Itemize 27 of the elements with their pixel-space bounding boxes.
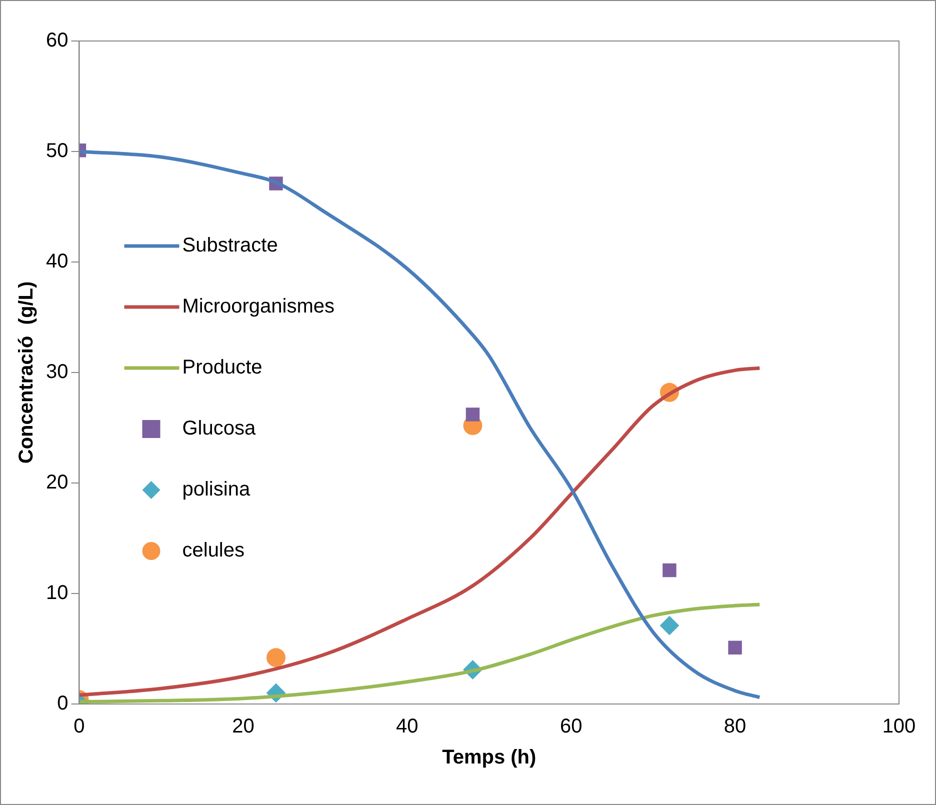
point xyxy=(466,408,480,422)
y-tick-label: 0 xyxy=(57,692,68,715)
point xyxy=(728,640,742,655)
x-axis-title: Temps (h) xyxy=(442,746,536,769)
y-tick-label: 40 xyxy=(46,250,68,273)
legend-label: polisina xyxy=(182,478,251,501)
x-tick-label: 40 xyxy=(396,716,418,738)
x-tick-label: 0 xyxy=(74,716,85,738)
point xyxy=(662,563,676,578)
legend-label: Substracte xyxy=(182,234,278,257)
x-tick-label: 20 xyxy=(232,716,254,738)
legend-label: celules xyxy=(182,540,245,562)
line-series xyxy=(79,602,762,704)
x-tick-label: 60 xyxy=(560,716,582,738)
legend-label: Microorganismes xyxy=(182,296,335,318)
point xyxy=(660,616,679,636)
legend-label: Glucosa xyxy=(182,418,256,440)
y-tick-label: 60 xyxy=(46,30,68,52)
y-tick-label: 50 xyxy=(46,140,68,162)
y-tick-label: 30 xyxy=(46,361,68,384)
legend-label: Producte xyxy=(182,356,262,379)
y-tick-label: 20 xyxy=(46,472,68,494)
y-axis-title: Concentració (g/L) xyxy=(16,281,38,464)
x-tick-label: 100 xyxy=(882,716,916,738)
point xyxy=(266,648,286,668)
x-tick-label: 80 xyxy=(724,716,746,738)
y-tick-label: 10 xyxy=(46,582,68,604)
